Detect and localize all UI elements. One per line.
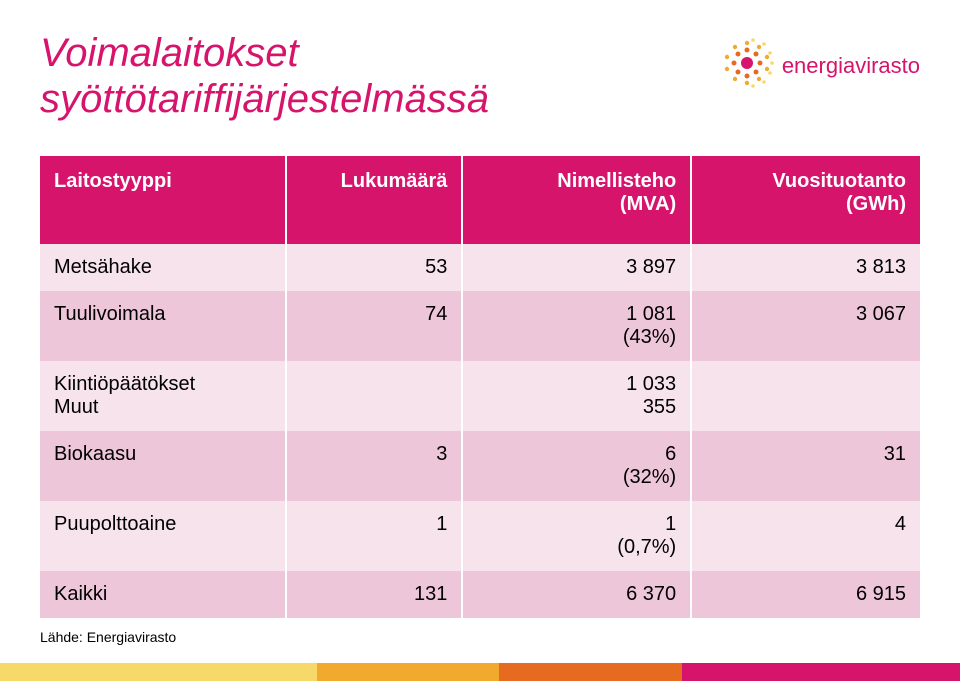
col-header-prod-l2: (GWh): [846, 193, 906, 215]
sunburst-icon: [720, 36, 774, 95]
cell-prod: 3 067: [691, 291, 920, 361]
cell-type: Kaikki: [40, 571, 286, 618]
page-title: Voimalaitokset syöttötariffijärjestelmäs…: [40, 30, 489, 122]
title-line-2: syöttötariffijärjestelmässä: [40, 77, 489, 121]
cell-nom-val: 1 081: [626, 303, 676, 325]
col-header-nominal-l1: Nimellisteho: [557, 170, 676, 192]
cell-nom: 1 033 355: [462, 361, 691, 431]
title-line-1: Voimalaitokset: [40, 31, 299, 75]
cell-prod: 6 915: [691, 571, 920, 618]
table-header: Laitostyyppi Lukumäärä Nimellisteho (MVA…: [40, 156, 920, 244]
col-header-count: Lukumäärä: [286, 156, 462, 244]
cell-prod: [691, 361, 920, 431]
cell-nom-sub: (0,7%): [477, 536, 676, 559]
cell-type: Tuulivoimala: [40, 291, 286, 361]
table-row: Puupolttoaine 1 1 (0,7%) 4: [40, 501, 920, 571]
cell-count: 53: [286, 244, 462, 291]
col-header-prod: Vuosituotanto (GWh): [691, 156, 920, 244]
cell-prod: 31: [691, 431, 920, 501]
cell-type-l2: Muut: [54, 396, 98, 418]
stripe-segment: [499, 663, 681, 681]
stripe-segment: [317, 663, 499, 681]
cell-count: 74: [286, 291, 462, 361]
cell-nom-val: 6: [665, 443, 676, 465]
slide: Voimalaitokset syöttötariffijärjestelmäs…: [0, 0, 960, 681]
table-row: Biokaasu 3 6 (32%) 31: [40, 431, 920, 501]
col-header-type: Laitostyyppi: [40, 156, 286, 244]
header-row: Voimalaitokset syöttötariffijärjestelmäs…: [40, 30, 920, 122]
cell-type: Kiintiöpäätökset Muut: [40, 361, 286, 431]
cell-nom: 3 897: [462, 244, 691, 291]
cell-nom: 1 081 (43%): [462, 291, 691, 361]
stripe-segment: [682, 663, 960, 681]
cell-count: [286, 361, 462, 431]
col-header-nominal-l2: (MVA): [620, 193, 676, 215]
table-body: Metsähake 53 3 897 3 813 Tuulivoimala 74…: [40, 244, 920, 618]
cell-nom: 6 370: [462, 571, 691, 618]
cell-nom: 1 (0,7%): [462, 501, 691, 571]
stripe-segment: [0, 663, 317, 681]
source-note: Lähde: Energiavirasto: [40, 629, 176, 645]
table-row: Kaikki 131 6 370 6 915: [40, 571, 920, 618]
table-row: Kiintiöpäätökset Muut 1 033 355: [40, 361, 920, 431]
cell-type-l1: Kiintiöpäätökset: [54, 373, 195, 395]
cell-type: Biokaasu: [40, 431, 286, 501]
col-header-nominal: Nimellisteho (MVA): [462, 156, 691, 244]
brand-logo: energiavirasto: [720, 36, 920, 95]
cell-count: 3: [286, 431, 462, 501]
col-header-prod-l1: Vuosituotanto: [772, 170, 906, 192]
table-row: Tuulivoimala 74 1 081 (43%) 3 067: [40, 291, 920, 361]
power-plants-table: Laitostyyppi Lukumäärä Nimellisteho (MVA…: [40, 156, 920, 618]
brand-name: energiavirasto: [782, 53, 920, 79]
cell-nom: 6 (32%): [462, 431, 691, 501]
cell-type: Metsähake: [40, 244, 286, 291]
cell-nom-val: 1: [665, 513, 676, 535]
footer-stripe: [0, 663, 960, 681]
cell-nom-val: 1 033: [626, 373, 676, 395]
cell-nom-sub: (43%): [477, 326, 676, 349]
cell-nom-sub: (32%): [477, 466, 676, 489]
cell-nom-sub: 355: [477, 396, 676, 419]
cell-count: 131: [286, 571, 462, 618]
table-row: Metsähake 53 3 897 3 813: [40, 244, 920, 291]
cell-prod: 4: [691, 501, 920, 571]
cell-count: 1: [286, 501, 462, 571]
cell-type: Puupolttoaine: [40, 501, 286, 571]
cell-prod: 3 813: [691, 244, 920, 291]
